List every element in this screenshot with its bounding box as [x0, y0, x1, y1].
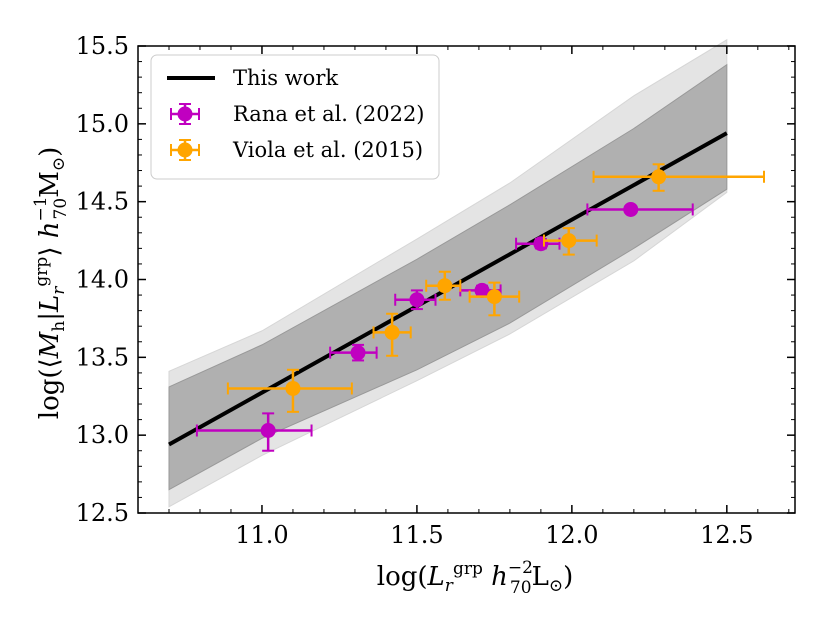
series-0-point-4-marker [533, 236, 549, 252]
series-0-point-5-marker [623, 201, 639, 217]
legend-rana-marker [177, 106, 193, 122]
legend-label-viola: Viola et al. (2015) [232, 138, 423, 162]
y-tick-label-6: 15.5 [76, 32, 129, 60]
y-axis-label: log(⟨Mh|Lrgrp⟩ h−170M⊙) [31, 147, 71, 419]
y-tick-label-4: 14.5 [76, 188, 129, 216]
y-tick-label-1: 13.0 [76, 421, 129, 449]
legend-marker-viola [170, 139, 200, 161]
x-tick-label-0: 11.0 [235, 521, 288, 549]
x-tick-label-2: 12.0 [545, 521, 598, 549]
y-tick-label-5: 15.0 [76, 110, 129, 138]
legend-viola-marker [177, 142, 193, 158]
series-0-point-3-marker [474, 282, 490, 298]
series-0-point-2-marker [409, 292, 425, 308]
x-tick-label-1: 11.5 [390, 521, 443, 549]
legend-marker-rana [170, 103, 200, 125]
series-0-point-1-marker [350, 345, 366, 361]
series-1-point-4-marker [561, 233, 577, 249]
series-1-point-0-marker [285, 380, 301, 396]
axis-ticks: 11.0 11.5 12.0 12.5 12.5 13.0 13.5 14.0 14.5 15.0… [76, 32, 795, 549]
x-axis-label: log(Lrgrp h−2 70L⊙) [377, 558, 573, 598]
legend-label-this-work: This work [233, 66, 338, 90]
data-points [195, 163, 766, 452]
series-1 [226, 163, 766, 413]
series-0-point-0-marker [260, 422, 276, 438]
series-1-point-5-marker [651, 169, 667, 185]
series-1-point-2-marker [437, 278, 453, 294]
y-tick-label-0: 12.5 [76, 499, 129, 527]
band-inner [168, 63, 728, 491]
legend: This work Rana et al. (2022) Viola et al… [150, 54, 440, 180]
x-tick-label-3: 12.5 [700, 521, 753, 549]
y-tick-label-2: 13.5 [76, 343, 129, 371]
confidence-bands [168, 38, 728, 508]
y-tick-label-3: 14.0 [76, 266, 129, 294]
series-1-point-1-marker [384, 324, 400, 340]
legend-box [150, 54, 440, 180]
legend-label-rana: Rana et al. (2022) [233, 102, 425, 126]
series-1-point-3-marker [486, 289, 502, 305]
